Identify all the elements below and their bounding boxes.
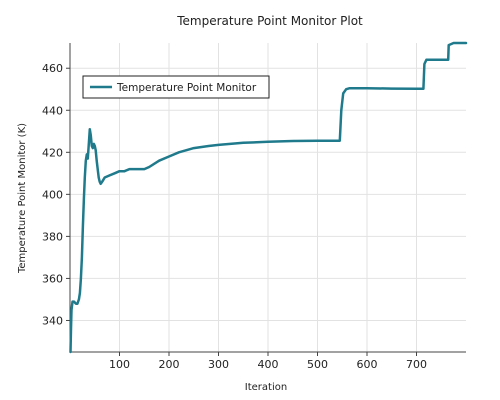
x-tick-label: 300	[208, 358, 229, 371]
x-tick-label: 700	[406, 358, 427, 371]
legend-box	[82, 75, 270, 99]
x-tick-label: 400	[258, 358, 279, 371]
x-tick-label: 600	[357, 358, 378, 371]
y-tick-label: 440	[42, 104, 63, 117]
y-tick-label: 340	[42, 314, 63, 327]
series-layer	[69, 41, 468, 354]
y-axis-title: Temperature Point Monitor (K)	[17, 123, 28, 274]
y-tick-label: 360	[42, 272, 63, 285]
x-tick-label: 200	[159, 358, 180, 371]
grid	[70, 43, 466, 352]
y-tick-label: 420	[42, 146, 63, 159]
x-axis-title: Iteration	[245, 382, 287, 393]
x-tick-label: 500	[307, 358, 328, 371]
y-tick-label: 400	[42, 188, 63, 201]
chart-title: Temperature Point Monitor Plot	[177, 14, 363, 28]
series-line	[69, 41, 468, 354]
y-tick-label: 460	[42, 62, 63, 75]
legend: Temperature Point Monitor	[82, 75, 270, 99]
legend-label: Temperature Point Monitor	[116, 82, 257, 94]
y-tick-label: 380	[42, 230, 63, 243]
y-ticks: 340 360 380 400 420 440 460	[42, 62, 70, 327]
x-ticks: 100 200 300 400 500 600 700	[109, 352, 427, 371]
x-tick-label: 100	[109, 358, 130, 371]
